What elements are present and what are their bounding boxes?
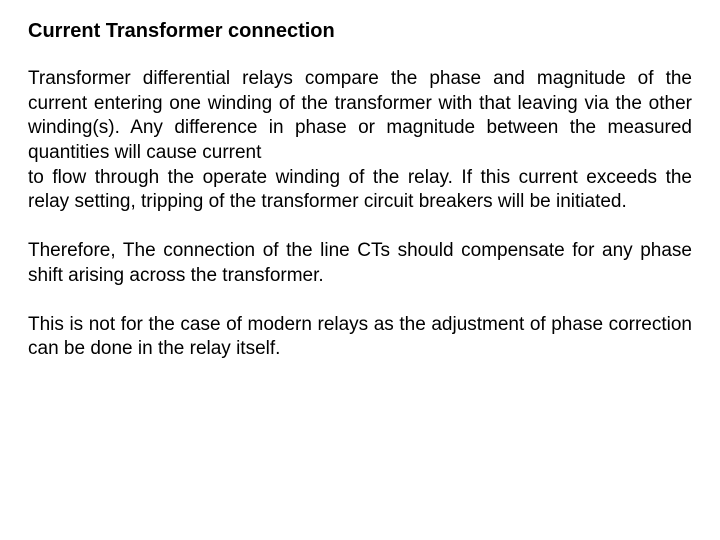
paragraph-1: Transformer differential relays compare … [28, 67, 692, 215]
paragraph-3: This is not for the case of modern relay… [28, 313, 692, 362]
paragraph-2: Therefore, The connection of the line CT… [28, 239, 692, 288]
section-heading: Current Transformer connection [28, 20, 692, 43]
